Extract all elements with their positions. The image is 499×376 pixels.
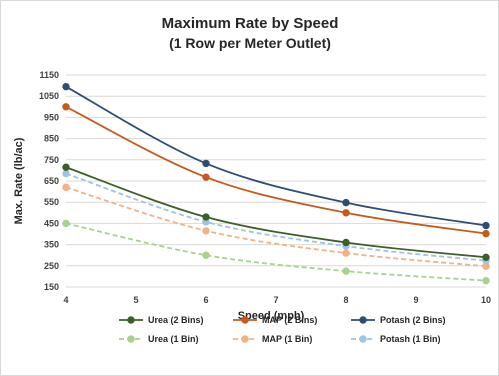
y-tick-label: 1150 [39,70,59,80]
x-axis-label: Speed (mph) [238,310,305,322]
data-point [202,159,210,168]
data-point [62,169,70,178]
data-point [62,219,70,228]
data-point [342,267,350,275]
data-point [202,213,210,221]
legend-marker [359,335,367,343]
x-tick-label: 5 [133,295,138,305]
legend-item: Potash (1 Bin) [351,334,441,344]
legend-item: Urea (1 Bin) [119,334,199,344]
series-line [65,85,487,227]
x-tick-label: 9 [413,295,418,305]
legend-item: Urea (2 Bins) [119,315,204,325]
series-group [62,103,490,238]
legend-item: Potash (2 Bins) [351,315,446,325]
legend-label: Urea (1 Bin) [148,334,199,344]
x-tick-label: 10 [481,295,491,305]
legend-marker [241,335,249,343]
x-tick-label: 8 [343,295,348,305]
data-point [62,82,70,91]
y-tick-label: 350 [44,240,59,250]
data-point [482,229,490,238]
series-group [62,82,490,230]
series-line [65,105,487,235]
legend-item: MAP (1 Bin) [233,334,312,344]
legend-label: Potash (2 Bins) [380,315,446,325]
y-tick-label: 1050 [39,91,59,101]
data-point [482,253,490,262]
legend-label: Urea (2 Bins) [148,315,204,325]
series-lines [62,82,490,285]
legend-label: MAP (2 Bins) [262,315,317,325]
y-tick-label: 150 [44,282,59,292]
data-point [342,249,350,257]
legend-label: MAP (1 Bin) [262,334,312,344]
y-tick-label: 250 [44,261,59,271]
data-point [62,103,70,111]
data-point [482,221,490,230]
chart-subtitle: (1 Row per Meter Outlet) [169,35,331,51]
series-group [62,219,490,285]
data-point [202,227,210,235]
legend-marker [127,316,135,324]
y-tick-label: 850 [44,134,59,144]
legend-marker [241,316,249,324]
data-point [202,251,210,259]
legend-label: Potash (1 Bin) [380,334,441,344]
gridlines [66,74,486,288]
series-group [62,163,490,262]
data-point [482,276,490,285]
x-tick-label: 4 [63,295,68,305]
series-line [65,222,487,282]
y-tick-label: 650 [44,176,59,186]
legend-item: MAP (2 Bins) [233,315,317,325]
legend-marker [127,335,135,343]
y-tick-label: 550 [44,197,59,207]
data-point [202,173,210,181]
y-tick-label: 450 [44,218,59,228]
y-axis-label: Max. Rate (lb/ac) [13,137,25,224]
tick-labels: 150 250 350 450 550 650 750 850 950 1050 1150 4 5 6 7 8… [39,70,491,305]
legend: Urea (2 Bins) MAP (2 Bins) Potash (2 Bins)… [119,315,446,344]
data-point [62,163,70,171]
series-group [62,183,490,270]
y-tick-label: 950 [44,112,59,122]
x-tick-label: 6 [203,295,208,305]
data-point [342,238,350,247]
series-line [65,186,487,268]
legend-marker [359,316,367,324]
data-point [342,198,350,207]
x-tick-label: 7 [273,295,278,305]
series-line [65,166,487,259]
data-point [342,209,350,217]
data-point [62,183,70,192]
y-tick-label: 750 [44,155,59,165]
chart-title: Maximum Rate by Speed [162,15,339,32]
